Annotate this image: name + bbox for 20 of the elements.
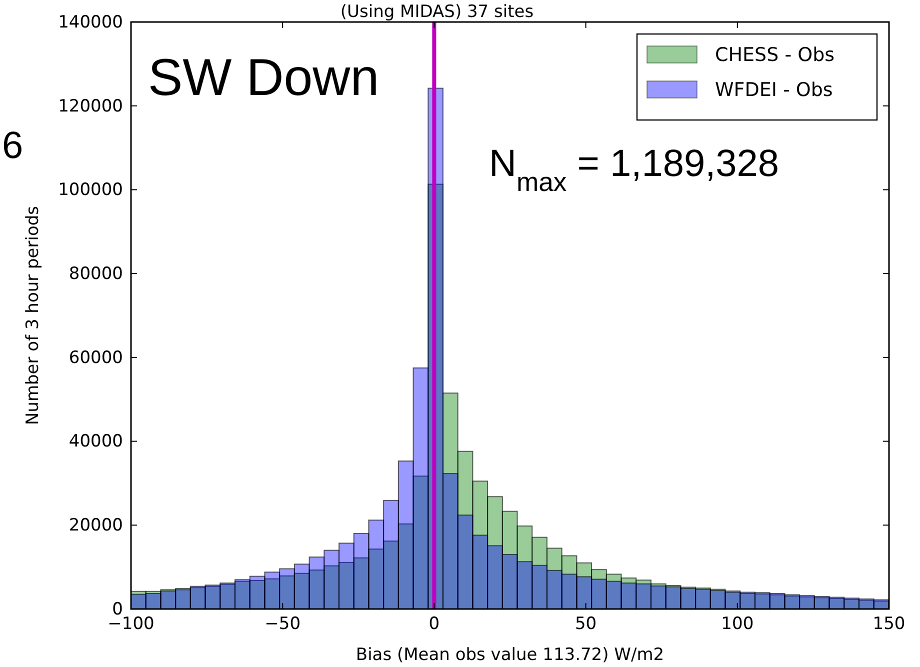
annotation: SW Down <box>148 49 380 107</box>
y-axis-title: Number of 3 hour periods <box>23 206 43 426</box>
y-tick-label: 100000 <box>58 180 123 200</box>
text: 6 <box>2 125 24 167</box>
y-tick-label: 40000 <box>68 432 123 452</box>
y-tick-label: 140000 <box>58 12 123 32</box>
y-tick-label: 80000 <box>68 264 123 284</box>
x-tick-label: −50 <box>264 614 301 634</box>
x-tick-label: 0 <box>428 614 440 634</box>
y-tick-label: 60000 <box>68 348 123 368</box>
x-tick-label: 100 <box>721 614 754 634</box>
x-tick-label: 50 <box>574 614 597 634</box>
y-tick-label: 120000 <box>58 96 123 116</box>
legend-label: WFDEI - Obs <box>715 79 833 101</box>
y-tick-label: 20000 <box>68 516 123 536</box>
legend-label: CHESS - Obs <box>715 44 835 66</box>
chart-title: (Using MIDAS) 37 sites <box>340 2 534 22</box>
x-axis-title: Bias (Mean obs value 113.72) W/m2 <box>356 645 664 665</box>
annotation: N$_{max}$ = 1,189,328 <box>489 143 780 197</box>
x-tick-label: 150 <box>872 614 906 634</box>
